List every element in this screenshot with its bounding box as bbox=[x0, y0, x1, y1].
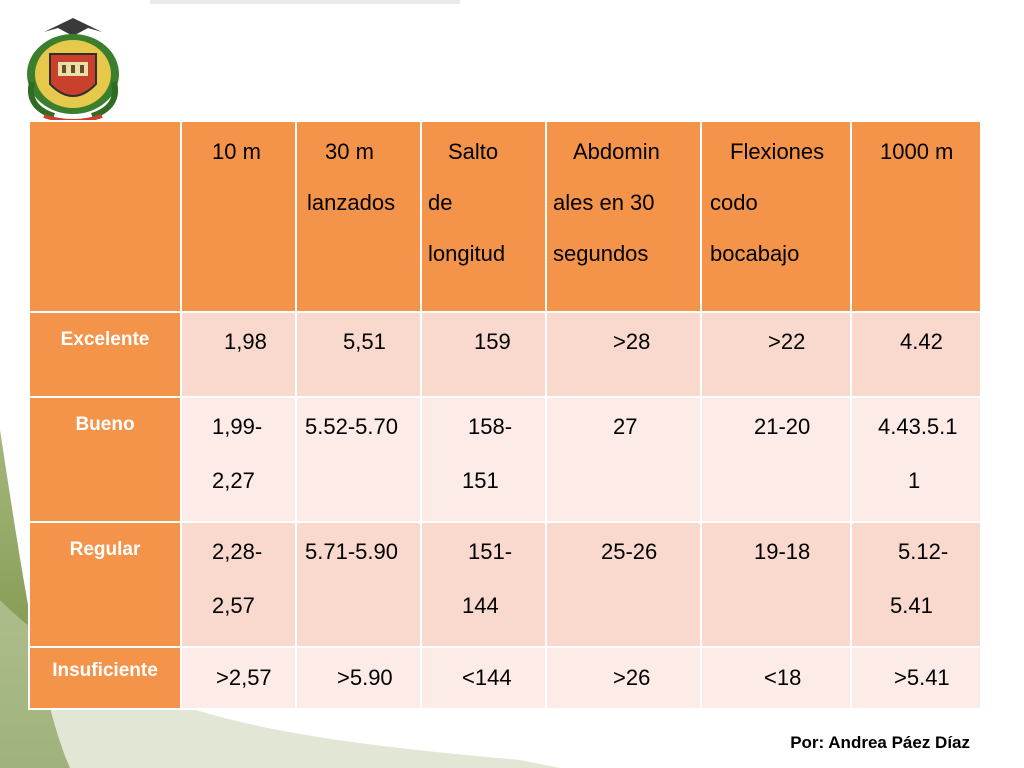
cell-value: 2,28- bbox=[212, 538, 263, 564]
table-row: Insuficiente >2,57 >5.90 <144 >26 <18 >5… bbox=[28, 645, 982, 711]
table-cell: 25-26 bbox=[545, 520, 702, 648]
table-cell: 151- 144 bbox=[420, 520, 547, 648]
header-line: codo bbox=[710, 190, 758, 215]
cell-value: 5.12- bbox=[898, 538, 949, 564]
header-line: longitud bbox=[428, 241, 506, 266]
cell-value: 2,27 bbox=[212, 467, 255, 493]
cell-value: 27 bbox=[613, 413, 638, 439]
table-cell: 1,98 bbox=[180, 311, 297, 398]
header-line: 10 m bbox=[212, 139, 261, 164]
header-cell-abdominales: Abdomin ales en 30 segundos bbox=[545, 119, 702, 314]
cell-value: 25-26 bbox=[601, 538, 658, 564]
table-cell: >5.90 bbox=[295, 645, 422, 711]
cell-value: <144 bbox=[462, 664, 512, 690]
cell-value: 5.52-5.70 bbox=[305, 413, 398, 439]
header-cell-10m: 10 m bbox=[180, 119, 297, 314]
cell-value: 5.71-5.90 bbox=[305, 538, 398, 564]
cell-value: 144 bbox=[462, 592, 499, 618]
table-cell: 4.42 bbox=[850, 311, 982, 398]
table-cell: 27 bbox=[545, 395, 702, 523]
table-cell: >5.41 bbox=[850, 645, 982, 711]
table-cell: 5,51 bbox=[295, 311, 422, 398]
table-cell: 5.52-5.70 bbox=[295, 395, 422, 523]
cell-value: 5,51 bbox=[343, 329, 386, 355]
header-line: segundos bbox=[553, 241, 649, 266]
cell-value: 159 bbox=[474, 329, 511, 355]
cell-value: 1,99- bbox=[212, 413, 263, 439]
table-cell: <144 bbox=[420, 645, 547, 711]
cell-value: 1,98 bbox=[224, 329, 267, 355]
header-line: 30 m bbox=[325, 139, 374, 164]
author-credit: Por: Andrea Páez Díaz bbox=[790, 733, 970, 752]
cell-value: 158- bbox=[468, 413, 513, 439]
cell-value: <18 bbox=[764, 664, 802, 690]
table-cell: >26 bbox=[545, 645, 702, 711]
table-cell: >22 bbox=[700, 311, 852, 398]
table-cell: 21-20 bbox=[700, 395, 852, 523]
header-cell-30m: 30 m lanzados bbox=[295, 119, 422, 314]
header-line: de bbox=[428, 190, 453, 215]
cell-value: 5.41 bbox=[890, 592, 933, 618]
header-line: 1000 m bbox=[880, 139, 954, 164]
header-line: ales en 30 bbox=[553, 190, 655, 215]
header-line: Abdomin bbox=[573, 139, 660, 164]
table-row: Bueno 1,99- 2,27 5.52-5.70 158- 151 27 21-… bbox=[28, 395, 982, 523]
cell-value: 151 bbox=[462, 467, 499, 493]
header-line: lanzados bbox=[307, 190, 396, 215]
cell-value: 151- bbox=[468, 538, 513, 564]
row-label: Excelente bbox=[28, 311, 182, 398]
header-corner-cell bbox=[28, 119, 182, 314]
cell-value: 2,57 bbox=[212, 592, 255, 618]
table-row: Excelente 1,98 5,51 159 >28 >22 4.42 bbox=[28, 311, 982, 398]
table-row: Regular 2,28- 2,57 5.71-5.90 151- 144 25-2… bbox=[28, 520, 982, 648]
cell-value: >22 bbox=[768, 329, 806, 355]
table-cell: 2,28- 2,57 bbox=[180, 520, 297, 648]
row-label: Bueno bbox=[28, 395, 182, 523]
row-label: Regular bbox=[28, 520, 182, 648]
table-cell: 1,99- 2,27 bbox=[180, 395, 297, 523]
header-line: bocabajo bbox=[710, 241, 800, 266]
cell-value: 4.42 bbox=[900, 329, 943, 355]
table-cell: >2,57 bbox=[180, 645, 297, 711]
fitness-scale-table: 10 m 30 m lanzados Salto de longitud Abd… bbox=[28, 119, 982, 711]
header-line: Salto bbox=[448, 139, 499, 164]
table-cell: 159 bbox=[420, 311, 547, 398]
table-cell: 5.12- 5.41 bbox=[850, 520, 982, 648]
table-cell: 5.71-5.90 bbox=[295, 520, 422, 648]
cell-value: 1 bbox=[908, 467, 921, 493]
results-table: 10 m 30 m lanzados Salto de longitud Abd… bbox=[28, 119, 982, 711]
table-cell: 19-18 bbox=[700, 520, 852, 648]
header-line: Flexiones bbox=[730, 139, 825, 164]
cell-value: >26 bbox=[613, 664, 651, 690]
top-decoration-line bbox=[150, 0, 460, 4]
table-header-row: 10 m 30 m lanzados Salto de longitud Abd… bbox=[28, 119, 982, 314]
cell-value: >28 bbox=[613, 329, 651, 355]
header-cell-salto: Salto de longitud bbox=[420, 119, 547, 314]
coat-of-arms-seal bbox=[27, 18, 119, 122]
header-cell-flexiones: Flexiones codo bocabajo bbox=[700, 119, 852, 314]
cell-value: 21-20 bbox=[754, 413, 811, 439]
table-cell: 158- 151 bbox=[420, 395, 547, 523]
table-cell: 4.43.5.1 1 bbox=[850, 395, 982, 523]
cell-value: 19-18 bbox=[754, 538, 811, 564]
cell-value: 4.43.5.1 bbox=[878, 413, 958, 439]
table-cell: <18 bbox=[700, 645, 852, 711]
row-label: Insuficiente bbox=[28, 645, 182, 711]
cell-value: >5.41 bbox=[894, 664, 950, 690]
header-cell-1000m: 1000 m bbox=[850, 119, 982, 314]
cell-value: >2,57 bbox=[216, 664, 272, 690]
cell-value: >5.90 bbox=[337, 664, 393, 690]
table-cell: >28 bbox=[545, 311, 702, 398]
